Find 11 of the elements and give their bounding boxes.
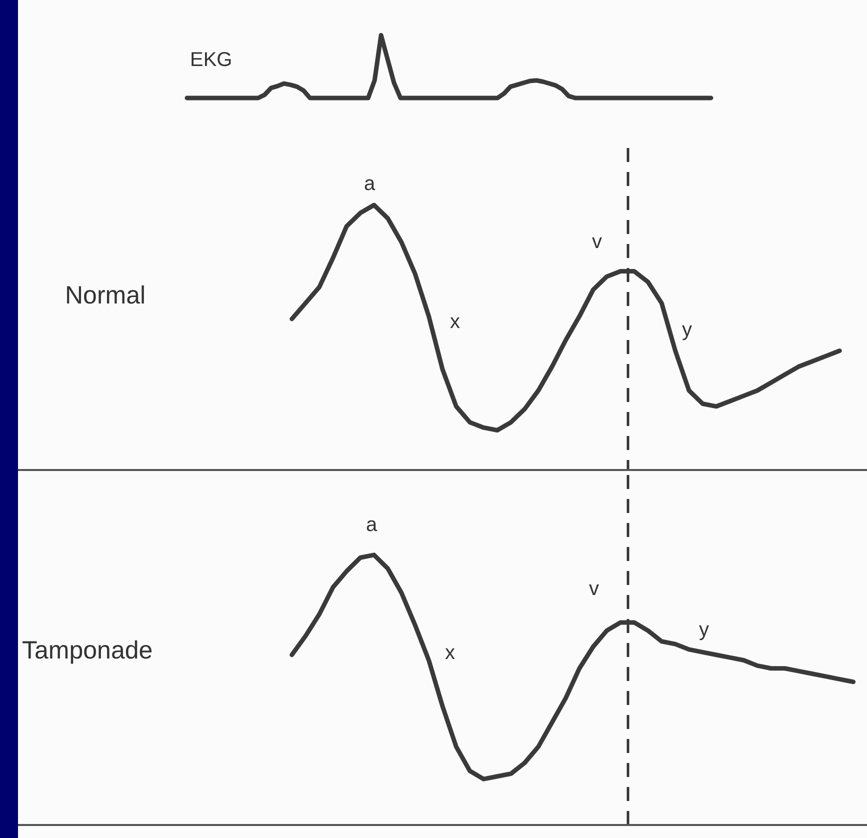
series-label: EKG [190,49,232,71]
annotation: v [592,231,602,253]
text: a [366,514,378,536]
annotation: y [699,619,709,641]
annotation: x [450,311,460,333]
annotation: y [682,319,692,341]
text: a [364,173,376,195]
annotation: x [445,642,455,664]
y-axis-title: Normal [65,282,146,310]
annotation: v [589,578,599,600]
y-axis-title: Tamponade [22,636,153,664]
